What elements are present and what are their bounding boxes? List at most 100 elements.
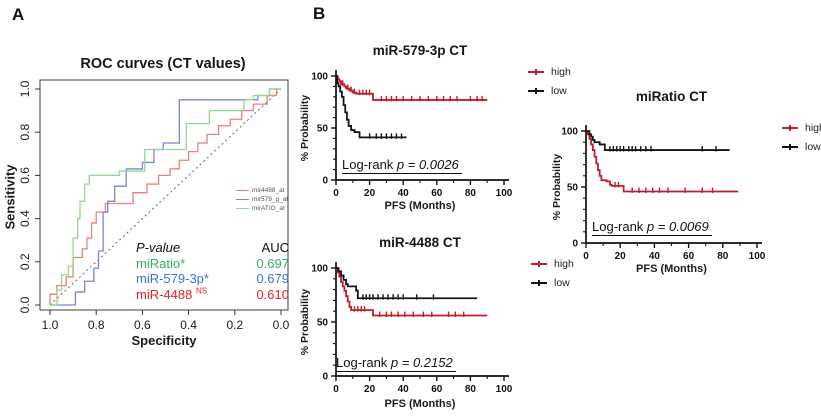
stats-label: miR-4488 NS	[136, 286, 208, 302]
km-legend-label: low	[554, 277, 570, 289]
stats-header-row: P-value AUC	[136, 240, 289, 256]
stats-auc-value: 0.679	[256, 271, 289, 286]
svg-text:60: 60	[431, 384, 443, 395]
km3-survival-plot: 0 50 100 0 20 40 60 80 100	[561, 125, 766, 262]
svg-text:0: 0	[333, 188, 339, 199]
stats-auc-value: 0.610	[256, 286, 289, 302]
high-line-swatch	[782, 125, 798, 131]
svg-text:20: 20	[364, 384, 376, 395]
km1-survival-plot: 0 50 100 0 20 40 60 80 100	[311, 70, 513, 199]
roc-stats-table: P-value AUC miRatio* 0.697 miR-579-3p* 0…	[136, 240, 289, 302]
stats-row-miratio: miRatio* 0.697	[136, 256, 289, 272]
svg-text:20: 20	[364, 188, 376, 199]
svg-text:0: 0	[583, 251, 589, 262]
km2-logrank-annotation: Log-rank p = 0.2152	[336, 355, 456, 372]
svg-text:100: 100	[496, 384, 513, 395]
svg-text:0.0: 0.0	[18, 296, 32, 313]
svg-text:0.8: 0.8	[18, 124, 32, 141]
roc-legend-item-mir579: mir579_g_at	[236, 196, 288, 203]
svg-text:0.4: 0.4	[18, 210, 32, 227]
svg-text:80: 80	[465, 188, 477, 199]
km-legend-label: high	[805, 122, 821, 134]
km1-title: miR-579-3p CT	[372, 43, 468, 58]
km-legend-label: high	[551, 66, 571, 78]
svg-text:80: 80	[717, 251, 729, 262]
low-line-swatch	[528, 88, 544, 94]
roc-plot: 1.0 0.8 0.6 0.4 0.2 0.0 0.0 0.2 0.4 0.6 0.8 1.0	[18, 79, 290, 332]
svg-text:40: 40	[398, 384, 410, 395]
svg-text:40: 40	[398, 188, 410, 199]
svg-text:1.0: 1.0	[42, 318, 59, 332]
svg-text:100: 100	[749, 251, 766, 262]
km2-legend: high low	[531, 258, 574, 289]
svg-text:0.4: 0.4	[180, 318, 197, 332]
roc-legend-item-mir4488: mir4488_at	[236, 187, 288, 194]
high-line-swatch	[528, 69, 544, 75]
km3-legend: high low	[782, 122, 821, 153]
roc-legend-label: mirATIO_at	[252, 205, 285, 212]
km2-legend-item-low: low	[531, 277, 574, 289]
km-legend-label: low	[805, 141, 821, 153]
km-legend-label: high	[554, 258, 574, 270]
svg-text:0.6: 0.6	[134, 318, 151, 332]
svg-text:80: 80	[465, 384, 477, 395]
high-line-swatch	[531, 261, 547, 267]
roc-plot-title: ROC curves (CT values)	[80, 56, 246, 72]
low-line-swatch	[782, 144, 798, 150]
svg-text:0: 0	[333, 384, 339, 395]
svg-text:0.8: 0.8	[88, 318, 105, 332]
roc-legend-item-miratio: mirATIO_at	[236, 205, 288, 212]
km3-x-axis-label: PFS (Months)	[636, 263, 707, 275]
svg-text:20: 20	[615, 251, 627, 262]
km1-legend-item-high: high	[528, 66, 571, 78]
svg-text:40: 40	[649, 251, 661, 262]
svg-text:0.6: 0.6	[18, 167, 32, 184]
svg-text:100: 100	[311, 264, 328, 275]
km1-legend: high low	[528, 66, 571, 97]
km1-legend-item-low: low	[528, 85, 571, 97]
svg-text:0.0: 0.0	[273, 318, 290, 332]
stats-label: miR-579-3p*	[136, 271, 209, 286]
svg-text:50: 50	[567, 183, 579, 194]
km3-title: miRatio CT	[635, 89, 708, 104]
svg-text:0: 0	[322, 176, 328, 187]
svg-text:0.2: 0.2	[18, 253, 32, 270]
svg-text:60: 60	[431, 188, 443, 199]
stats-row-mir579: miR-579-3p* 0.679	[136, 271, 289, 287]
roc-x-axis-label: Specificity	[131, 333, 197, 348]
svg-text:100: 100	[496, 188, 513, 199]
svg-text:0: 0	[322, 372, 328, 383]
miratio-line-swatch	[236, 208, 249, 209]
roc-legend-label: mir579_g_at	[252, 196, 289, 203]
stats-row-mir4488: miR-4488 NS 0.610	[136, 287, 289, 303]
km2-title: miR-4488 CT	[379, 235, 461, 250]
svg-text:0: 0	[572, 239, 578, 250]
stats-auc-header: AUC	[261, 240, 289, 255]
km2-legend-item-high: high	[531, 258, 574, 270]
roc-legend-label: mir4488_at	[252, 187, 285, 194]
mir4488-line-swatch	[236, 190, 249, 191]
svg-text:1.0: 1.0	[18, 80, 32, 97]
stats-auc-value: 0.697	[256, 255, 289, 271]
km3-legend-item-high: high	[782, 122, 821, 134]
low-line-swatch	[531, 280, 547, 286]
mir579-line-swatch	[236, 199, 249, 200]
roc-legend: mir4488_at mir579_g_at mirATIO_at	[236, 187, 288, 212]
stats-pvalue-header: P-value	[136, 240, 181, 255]
km1-logrank-annotation: Log-rank p = 0.0026	[342, 157, 462, 174]
km-legend-label: low	[551, 85, 567, 97]
svg-text:0.2: 0.2	[226, 318, 243, 332]
svg-text:50: 50	[317, 124, 329, 135]
km3-legend-item-low: low	[782, 141, 821, 153]
km1-x-axis-label: PFS (Months)	[384, 200, 456, 212]
panel-a-label: A	[12, 5, 25, 24]
svg-text:100: 100	[311, 72, 328, 83]
svg-text:100: 100	[561, 127, 578, 138]
panel-b-label: B	[313, 4, 326, 23]
svg-text:50: 50	[317, 318, 329, 329]
svg-text:60: 60	[683, 251, 695, 262]
km3-logrank-annotation: Log-rank p = 0.0069	[592, 219, 712, 236]
stats-label: miRatio*	[136, 255, 186, 271]
km2-survival-plot: 0 50 100 0 20 40 60 80 100	[311, 262, 513, 395]
